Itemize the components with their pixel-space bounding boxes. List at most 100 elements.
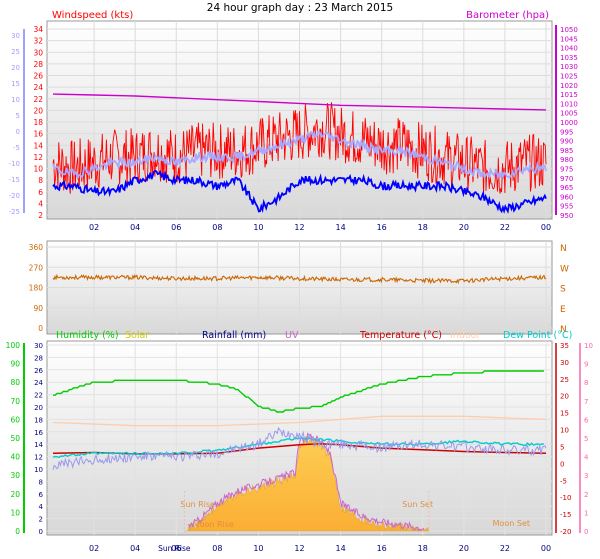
y2-tick-label: -20 <box>9 192 20 200</box>
dir-tick-label: 360 <box>29 243 44 252</box>
x-tick-label: 06 <box>171 544 181 553</box>
baro-tick-label: 1025 <box>560 73 578 81</box>
y-tick-label: 26 <box>33 72 43 81</box>
temp-tick-label: 0 <box>560 460 564 468</box>
series-barometer-line <box>52 93 547 111</box>
legend-item: Dew Point (°C) <box>503 330 572 341</box>
y-tick-label: 24 <box>33 83 43 92</box>
temp-tick-label: 30 <box>560 359 569 367</box>
baro-tick-label: 1035 <box>560 54 578 62</box>
series-humidity-line <box>53 370 544 413</box>
y2-tick-label: 0 <box>16 128 20 136</box>
x-tick-label: 20 <box>459 223 469 232</box>
x-tick-label: 18 <box>418 544 428 553</box>
temp-tick-label: 15 <box>560 410 569 418</box>
legend-item: Rainfall (mm) <box>202 330 266 341</box>
legend-item: Solar <box>125 330 149 341</box>
legend-item: Temperature (°C) <box>359 330 442 341</box>
baro-tick-label: 960 <box>560 193 573 201</box>
x-tick-label: 00 <box>541 544 551 553</box>
dir-tick-label: 270 <box>29 263 44 272</box>
baro-tick-label: 950 <box>560 212 573 220</box>
x-tick-label: 02 <box>89 223 99 232</box>
legend-item: Humidity (%) <box>56 330 119 341</box>
baro-tick-label: 1040 <box>560 45 578 53</box>
y2-tick-label: -5 <box>13 144 20 152</box>
uv-tick-label: 1 <box>584 509 588 517</box>
y-tick-label: 34 <box>33 25 43 34</box>
y-tick-label: 6 <box>38 188 43 197</box>
baro-tick-label: 1045 <box>560 35 578 43</box>
x-tick-label: 10 <box>253 544 263 553</box>
x-tick-label: 02 <box>89 544 99 553</box>
uv-tick-label: 0 <box>584 528 588 536</box>
compass-label: E <box>560 305 566 315</box>
baro-tick-label: 970 <box>560 175 573 183</box>
baro-tick-label: 980 <box>560 156 573 164</box>
rain-tick-label: 0 <box>39 528 43 536</box>
humidity-tick-label: 60 <box>10 415 20 424</box>
baro-tick-label: 985 <box>560 147 573 155</box>
uv-tick-label: 9 <box>584 361 588 369</box>
uv-tick-label: 5 <box>584 435 588 443</box>
rain-tick-label: 28 <box>34 354 43 362</box>
y-tick-label: 2 <box>38 211 43 220</box>
baro-tick-label: 1000 <box>560 119 578 127</box>
annotation-moon-rise: Moon Rise <box>193 520 234 529</box>
annotation-moon-set: Moon Set <box>493 519 530 528</box>
temp-tick-label: -10 <box>560 494 571 502</box>
rain-tick-label: 14 <box>34 441 43 449</box>
rain-tick-label: 10 <box>34 466 43 474</box>
legend-barometer: Barometer (hpa) <box>466 10 549 21</box>
x-tick-label: 16 <box>377 223 387 232</box>
uv-tick-label: 4 <box>584 454 589 462</box>
humidity-tick-label: 50 <box>10 434 20 443</box>
temp-tick-label: 10 <box>560 427 569 435</box>
sunrise-x-label: Sun Rise <box>158 544 191 553</box>
x-tick-label: 20 <box>459 544 469 553</box>
y-tick-label: 18 <box>33 118 43 127</box>
y2-tick-label: 30 <box>11 32 20 40</box>
chart-title: 24 hour graph day : 23 March 2015 <box>207 2 393 14</box>
baro-tick-label: 1005 <box>560 110 578 118</box>
rain-tick-label: 26 <box>34 367 43 375</box>
x-tick-label: 10 <box>253 223 263 232</box>
y-tick-label: 28 <box>33 60 43 69</box>
dir-tick-label: 0 <box>38 324 43 333</box>
x-tick-label: 14 <box>335 544 345 553</box>
x-tick-label: 12 <box>294 223 304 232</box>
x-tick-label: 08 <box>212 223 222 232</box>
x-tick-label: 16 <box>377 544 387 553</box>
rain-tick-label: 2 <box>39 516 43 524</box>
x-tick-label: 06 <box>171 223 181 232</box>
dir-tick-label: 90 <box>33 304 43 313</box>
compass-label: N <box>560 244 567 254</box>
x-tick-label: 14 <box>335 223 345 232</box>
series-indoor-line <box>52 415 547 427</box>
temp-tick-label: 25 <box>560 376 569 384</box>
compass-label: N <box>560 325 567 335</box>
x-tick-label: 18 <box>418 223 428 232</box>
baro-tick-label: 990 <box>560 138 573 146</box>
y-tick-label: 30 <box>33 48 43 57</box>
x-tick-label: 08 <box>212 544 222 553</box>
series-uv-line <box>52 426 547 470</box>
temp-tick-label: -5 <box>560 477 567 485</box>
series-average-line <box>52 129 547 181</box>
humidity-tick-label: 80 <box>10 378 20 387</box>
rain-tick-label: 18 <box>34 416 43 424</box>
y-tick-label: 32 <box>33 37 43 46</box>
temp-tick-label: 20 <box>560 393 569 401</box>
y2-tick-label: -25 <box>9 208 20 216</box>
y-tick-label: 4 <box>38 199 43 208</box>
rain-tick-label: 30 <box>34 342 43 350</box>
y-tick-label: 20 <box>33 106 43 115</box>
uv-tick-label: 3 <box>584 472 588 480</box>
humidity-tick-label: 40 <box>10 453 20 462</box>
y2-tick-label: -10 <box>9 160 20 168</box>
rain-tick-label: 16 <box>34 429 43 437</box>
temp-tick-label: 35 <box>560 342 569 350</box>
y-tick-label: 8 <box>38 176 43 185</box>
x-tick-label: 04 <box>130 223 140 232</box>
